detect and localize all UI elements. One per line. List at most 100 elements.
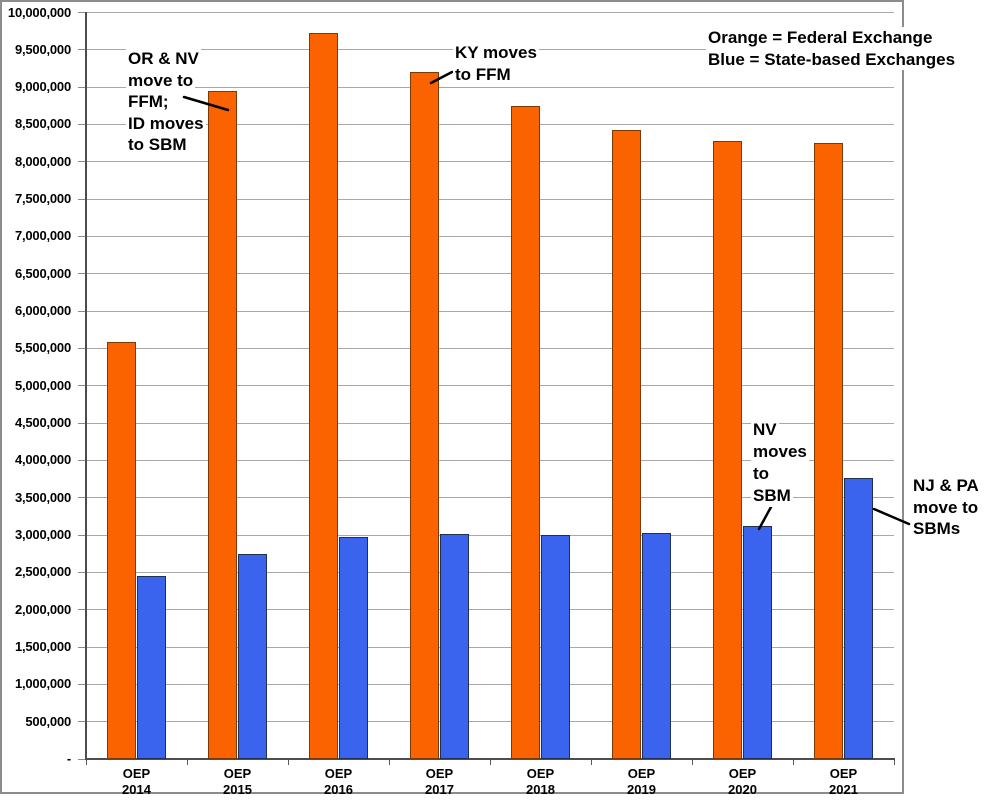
y-tick [78, 123, 86, 125]
x-tick [86, 760, 87, 765]
x-axis-tick-label: OEP 2019 [627, 766, 656, 797]
gridline [86, 310, 894, 312]
bar-state-2016 [339, 537, 368, 759]
x-tick [187, 760, 188, 765]
y-tick [78, 12, 86, 13]
y-tick [78, 609, 86, 611]
annotation-text-line: NV [751, 419, 779, 441]
gridline [86, 235, 894, 237]
y-tick [78, 459, 86, 461]
y-tick [78, 347, 86, 349]
y-axis-tick-label: 5,500,000 [14, 340, 71, 356]
y-axis-tick-label: 6,000,000 [14, 303, 71, 319]
bar-federal-2018 [511, 105, 540, 759]
x-tick [894, 760, 895, 765]
bar-federal-2020 [713, 140, 742, 759]
bar-federal-2016 [309, 33, 338, 759]
y-tick [78, 422, 86, 424]
y-tick [78, 497, 86, 499]
y-axis-tick-label: 9,500,000 [14, 41, 71, 57]
gridline [86, 721, 894, 723]
x-axis-tick-label: OEP 2014 [122, 766, 151, 797]
legend-federal-exchange: Orange = Federal Exchange [706, 27, 935, 49]
gridline [86, 198, 894, 200]
gridline [86, 123, 894, 125]
y-axis-tick-label: 1,500,000 [14, 639, 71, 655]
y-axis-tick-label: 3,000,000 [14, 527, 71, 543]
y-axis-tick-label: 4,500,000 [14, 415, 71, 431]
y-axis-tick-label: 3,500,000 [14, 489, 71, 505]
legend: Orange = Federal Exchange Blue = State-b… [706, 27, 958, 70]
gridline [86, 534, 894, 536]
annotation-text-line: moves [751, 441, 809, 463]
y-axis-line [85, 12, 87, 760]
y-axis-tick-label: 6,500,000 [14, 265, 71, 281]
bar-state-2014 [137, 576, 166, 759]
gridline [86, 161, 894, 163]
y-axis-tick-label: 7,500,000 [14, 191, 71, 207]
y-axis-tick-label: 7,000,000 [14, 228, 71, 244]
annotation-text-line: to SBM [126, 134, 189, 156]
annotation-text-line: NJ & PA [911, 475, 981, 497]
annotation-text-line: FFM; [126, 91, 171, 113]
bar-federal-2019 [612, 130, 641, 759]
annotation-text-line: KY moves [453, 42, 539, 64]
gridline [86, 497, 894, 499]
y-tick [78, 385, 86, 387]
bar-federal-2021 [814, 143, 843, 759]
annotation-ky: KY moves to FFM [453, 42, 539, 85]
y-axis-tick-label: 2,500,000 [14, 564, 71, 580]
annotation-text-line: OR & NV [126, 48, 201, 70]
y-tick [78, 86, 86, 88]
x-axis-tick-label: OEP 2016 [324, 766, 353, 797]
gridline [86, 12, 894, 13]
x-axis-tick-label: OEP 2015 [223, 766, 252, 797]
y-tick [78, 683, 86, 685]
gridline [86, 459, 894, 461]
bar-state-2019 [642, 532, 671, 759]
x-axis-line [85, 758, 895, 760]
annotation-text-line: SBMs [911, 518, 963, 540]
y-axis-tick-label: 1,000,000 [14, 676, 71, 692]
x-axis-tick-label: OEP 2017 [425, 766, 454, 797]
annotation-text-line: to FFM [453, 63, 513, 85]
y-axis-tick-label: 10,000,000 [7, 4, 71, 20]
y-axis-tick-label: 8,500,000 [14, 116, 71, 132]
annotation-text-line: to [751, 463, 772, 485]
y-tick [78, 49, 86, 51]
y-tick [78, 198, 86, 200]
bar-federal-2017 [410, 72, 439, 759]
y-axis-tick-label: 4,000,000 [14, 452, 71, 468]
y-axis-tick-label: 5,000,000 [14, 377, 71, 393]
y-tick [78, 235, 86, 237]
annotation-text-line: move to [126, 69, 196, 91]
y-axis-tick-label: 500,000 [25, 713, 71, 729]
bar-state-2020 [743, 526, 772, 759]
y-axis-tick-label: 8,000,000 [14, 153, 71, 169]
gridline [86, 646, 894, 648]
annotation-or-nv-id: OR & NV move to FFM; ID moves to SBM [126, 48, 206, 156]
bar-state-2018 [541, 535, 570, 759]
bar-federal-2015 [208, 90, 237, 759]
y-tick [78, 310, 86, 312]
gridline [86, 273, 894, 275]
gridline [86, 609, 894, 611]
gridline [86, 86, 894, 88]
x-axis-tick-label: OEP 2021 [829, 766, 858, 797]
gridline [86, 347, 894, 349]
y-tick [78, 646, 86, 648]
y-tick [78, 534, 86, 536]
x-tick [793, 760, 794, 765]
y-tick [78, 721, 86, 723]
annotation-nj-pa: NJ & PA move to SBMs [911, 475, 981, 540]
legend-state-based-exchanges: Blue = State-based Exchanges [706, 48, 958, 70]
gridline [86, 683, 894, 685]
x-axis-tick-label: OEP 2018 [526, 766, 555, 797]
bar-state-2015 [238, 554, 267, 759]
x-tick [692, 760, 693, 765]
y-axis-tick-label: 9,000,000 [14, 79, 71, 95]
x-tick [490, 760, 491, 765]
bar-state-2017 [440, 533, 469, 759]
x-axis-tick-label: OEP 2020 [728, 766, 757, 797]
